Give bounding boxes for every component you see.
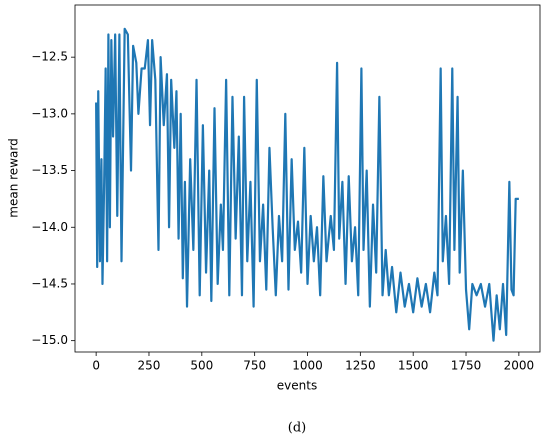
data-line [95,27,519,342]
x-tick-label: 0 [92,359,100,373]
y-tick-label: −14.5 [31,276,68,290]
y-tick-label: −12.5 [31,50,68,64]
x-axis-label: events [277,379,317,393]
plot-frame [74,4,541,353]
y-tick-label: −13.5 [31,163,68,177]
caption: (d) [288,421,306,436]
y-tick-label: −13.0 [31,106,68,120]
x-tick-label: 1500 [398,359,429,373]
x-tick-label: 250 [138,359,161,373]
x-tick-label: 750 [243,359,266,373]
x-tick-label: 2000 [504,359,535,373]
x-tick-label: 500 [190,359,213,373]
x-tick-label: 1750 [451,359,482,373]
x-tick-label: 1250 [345,359,376,373]
x-tick-label: 1000 [292,359,323,373]
y-tick-label: −15.0 [31,333,68,347]
y-tick-label: −14.0 [31,220,68,234]
y-axis-label: mean reward [7,138,21,217]
